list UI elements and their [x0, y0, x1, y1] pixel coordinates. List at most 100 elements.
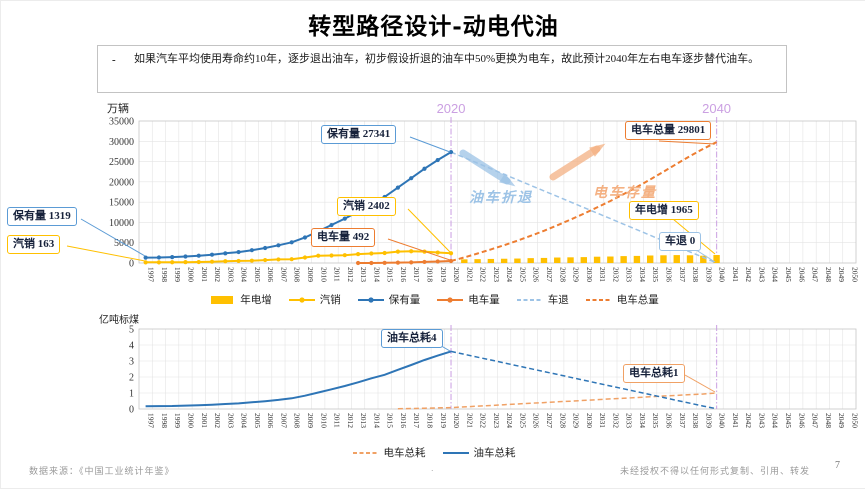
x-tick-label: 2019 [439, 413, 448, 428]
x-tick-label: 2002 [213, 267, 222, 282]
y-tick-label: 10000 [109, 218, 134, 229]
x-tick-label: 2009 [306, 413, 315, 428]
x-tick-label: 2008 [293, 267, 302, 282]
bar-年电增 [620, 256, 627, 263]
dot-汽销 [289, 257, 294, 262]
series-油车总耗 [145, 350, 452, 408]
page-number: 7 [835, 460, 840, 471]
legend-label: 汽销 [319, 295, 341, 306]
plot-border [138, 328, 857, 410]
x-tick-label: 1999 [173, 267, 182, 282]
series-电车总耗 [397, 392, 717, 410]
y-tick-label: 1 [129, 389, 134, 400]
page-title: 转型路径设计-动电代油 [308, 13, 559, 40]
dot-电车量 [395, 260, 401, 265]
callout-niandianzeng-2040: 年电增 1965 [629, 201, 699, 220]
x-tick-label: 2004 [240, 267, 249, 282]
series-电车总量 [450, 141, 718, 262]
dot-汽销 [223, 259, 228, 264]
x-tick-label: 2026 [532, 267, 541, 282]
y-tick-label: 30000 [109, 137, 134, 148]
x-tick-label: 2035 [651, 413, 660, 428]
dot-汽销 [342, 253, 347, 258]
x-tick-label: 2013 [359, 267, 368, 282]
dot-汽销 [355, 251, 361, 257]
dot-保有量 [435, 157, 440, 163]
dot-汽销 [209, 259, 215, 264]
dot-汽销 [156, 260, 162, 265]
series-汽销 [145, 250, 452, 264]
dot-汽销 [263, 257, 268, 263]
x-tick-label: 2036 [664, 267, 673, 282]
y-tick-label: 35000 [109, 117, 134, 128]
dot-电车量 [369, 260, 374, 266]
note-bullet: - [112, 54, 116, 66]
x-tick-label: 2049 [837, 413, 846, 428]
dot-汽销 [249, 258, 254, 263]
trend-arrow-head [499, 173, 516, 187]
dot-汽销 [316, 253, 321, 258]
x-tick-label: 2024 [505, 413, 514, 428]
x-tick-label: 2007 [279, 413, 288, 428]
x-tick-label: 2040 [718, 267, 727, 282]
x-tick-label: 2008 [293, 413, 302, 428]
dot-汽销 [448, 251, 454, 256]
x-tick-label: 2018 [425, 413, 434, 428]
callout-chetui-2040: 车退 0 [659, 232, 702, 251]
series-电车量 [358, 260, 452, 264]
marker-year-label: 2020 [437, 101, 466, 116]
top-chart-svg: 0500010000150002000025000300003500019971… [66, 101, 859, 282]
x-tick-label: 2012 [346, 413, 355, 428]
x-tick-label: 2010 [319, 267, 328, 282]
marker-year-label: 2040 [702, 101, 731, 116]
x-tick-label: 2032 [611, 267, 620, 282]
x-tick-label: 1998 [160, 413, 169, 428]
bar-年电增 [514, 258, 521, 263]
annotation-dianche-cunliang: 电车存量 [593, 186, 657, 201]
x-tick-label: 2030 [585, 267, 594, 282]
bar-年电增 [500, 258, 508, 263]
legend-swatch [357, 296, 384, 303]
x-tick-label: 2039 [704, 267, 713, 282]
x-tick-label: 2014 [372, 267, 381, 282]
x-tick-label: 2046 [797, 413, 806, 428]
x-tick-label: 2044 [771, 413, 780, 428]
legend-label: 电车总量 [616, 295, 659, 306]
dot-电车量 [355, 260, 361, 266]
x-tick-label: 2029 [572, 413, 581, 428]
x-tick-label: 2038 [691, 413, 700, 428]
callout-baoyouliang-2020: 保有量 27341 [321, 125, 397, 144]
x-tick-label: 2015 [386, 267, 395, 282]
y-tick-label: 0 [129, 259, 134, 270]
callout-dianchezongliang-2040: 电车总量 29801 [625, 121, 712, 140]
x-tick-label: 2022 [479, 413, 488, 428]
x-tick-label: 2020 [452, 413, 461, 428]
x-tick-label: 2050 [850, 267, 859, 282]
top-chart-legend: 年电增 汽销 保有量 电车量 车退 电车总量 [1, 292, 865, 307]
dot-保有量 [395, 185, 401, 190]
copyright-text: 未经授权不得以任何形式复制、引用、转发 [619, 466, 810, 476]
dot-汽销 [409, 249, 414, 254]
bar-年电增 [646, 255, 654, 263]
dot-保有量 [183, 254, 188, 259]
note-text: 如果汽车平均使用寿命约10年，逐步退出油车，初步假设折退的油车中50%更换为电车… [134, 53, 760, 65]
x-tick-label: 2006 [266, 267, 275, 282]
y-tick-label: 3 [129, 357, 134, 368]
legend-label: 电车量 [468, 295, 500, 306]
dot-电车量 [422, 259, 427, 265]
callout-leader [658, 140, 716, 145]
legend-swatch [516, 298, 543, 301]
x-tick-label: 2044 [771, 267, 780, 282]
x-tick-label: 2047 [811, 413, 820, 428]
x-tick-label: 2016 [399, 413, 408, 428]
dot-汽销 [395, 249, 401, 254]
x-tick-label: 2024 [505, 267, 514, 282]
dot-保有量 [236, 249, 241, 255]
y-tick-label: 4 [129, 341, 134, 352]
x-tick-label: 2000 [186, 413, 195, 428]
x-tick-label: 2033 [625, 413, 634, 428]
series-保有量 [145, 151, 452, 259]
x-tick-label: 1998 [160, 267, 169, 282]
y-tick-label: 2 [129, 373, 134, 384]
